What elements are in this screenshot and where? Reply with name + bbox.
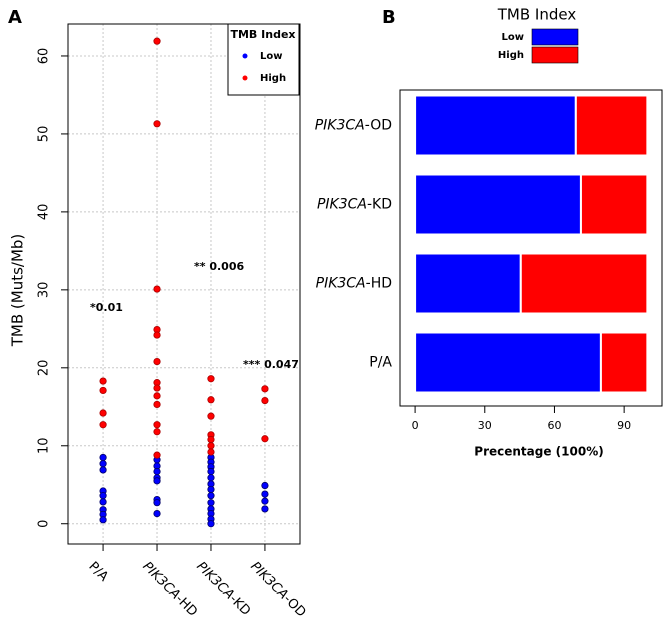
y-tick-label: 30 (37, 282, 52, 299)
point (153, 357, 161, 366)
bar-segment (519, 252, 649, 315)
annotation: *** 0.047 (243, 358, 299, 371)
bar-segment (579, 173, 649, 236)
point (99, 386, 107, 395)
point (153, 499, 161, 507)
point (207, 492, 215, 500)
point (153, 331, 161, 339)
point (99, 409, 107, 417)
y-tick-label: 60 (37, 48, 52, 65)
point (99, 453, 107, 462)
point (261, 505, 269, 513)
category-label: P/A (369, 355, 392, 371)
point (153, 400, 161, 409)
point (153, 451, 161, 459)
point (207, 435, 215, 444)
legend-title: TMB Index (497, 6, 577, 24)
legend-label: Low (502, 32, 524, 43)
point (261, 396, 269, 405)
point (261, 490, 269, 498)
point (153, 120, 161, 128)
point (153, 428, 161, 436)
point (153, 392, 161, 400)
legend-swatch (531, 46, 579, 64)
point (153, 467, 161, 476)
point (261, 481, 269, 490)
point (261, 497, 269, 505)
bar-segment (599, 331, 649, 394)
x-tick-label: 30 (478, 419, 492, 432)
category-label: PIK3CA-KD (194, 559, 254, 619)
point (207, 412, 215, 420)
point (207, 474, 215, 482)
bar-segment (414, 331, 602, 394)
legend-swatch (531, 28, 579, 46)
legend-label: Low (260, 51, 282, 62)
point (99, 421, 107, 429)
point (99, 466, 107, 474)
y-tick-label: 40 (37, 204, 52, 221)
legend-swatch (242, 53, 248, 59)
y-tick-label: 50 (37, 126, 52, 143)
annotation: *0.01 (90, 301, 123, 314)
category-label: PIK3CA-HD (316, 276, 392, 292)
point (261, 385, 269, 393)
category-label: PIK3CA-KD (317, 197, 392, 213)
legend-title: TMB Index (230, 28, 295, 41)
y-tick-label: 10 (37, 437, 52, 454)
point (207, 448, 215, 456)
point (153, 477, 161, 485)
point (207, 467, 215, 476)
point (99, 498, 107, 506)
point (207, 520, 215, 528)
legend-box (227, 23, 300, 96)
point (207, 499, 215, 507)
point (153, 285, 161, 293)
point (99, 516, 107, 524)
point (153, 509, 161, 518)
bar-segment (414, 252, 522, 315)
category-label: P/A (86, 559, 112, 585)
point (99, 460, 107, 468)
bar-segment (414, 94, 577, 157)
point (261, 435, 269, 443)
category-label: PIK3CA-HD (140, 559, 201, 620)
legend-label: High (498, 50, 524, 61)
panel-label: B (382, 7, 396, 28)
point (207, 485, 215, 494)
point (99, 492, 107, 500)
point (207, 375, 215, 383)
y-tick-label: 0 (37, 520, 52, 528)
x-tick-label: 60 (547, 419, 561, 432)
annotation: ** 0.006 (194, 260, 244, 273)
y-tick-label: 20 (37, 360, 52, 377)
legend-swatch (242, 75, 248, 81)
point (207, 442, 215, 450)
point (153, 421, 161, 429)
plot-frame (67, 23, 301, 545)
point (207, 396, 215, 404)
legend-label: High (260, 73, 286, 84)
category-label: PIK3CA-OD (315, 118, 392, 134)
panel-label: A (8, 7, 22, 28)
bar-segment (574, 94, 649, 157)
category-label: PIK3CA-OD (248, 559, 309, 620)
point (153, 384, 161, 392)
x-tick-label: 90 (617, 419, 631, 432)
point (153, 37, 161, 45)
point (99, 377, 107, 385)
bar-segment (414, 173, 582, 236)
x-axis-label: Precentage (100%) (474, 445, 603, 459)
y-axis-label: TMB (Muts/Mb) (9, 234, 27, 348)
x-tick-label: 0 (412, 419, 419, 432)
